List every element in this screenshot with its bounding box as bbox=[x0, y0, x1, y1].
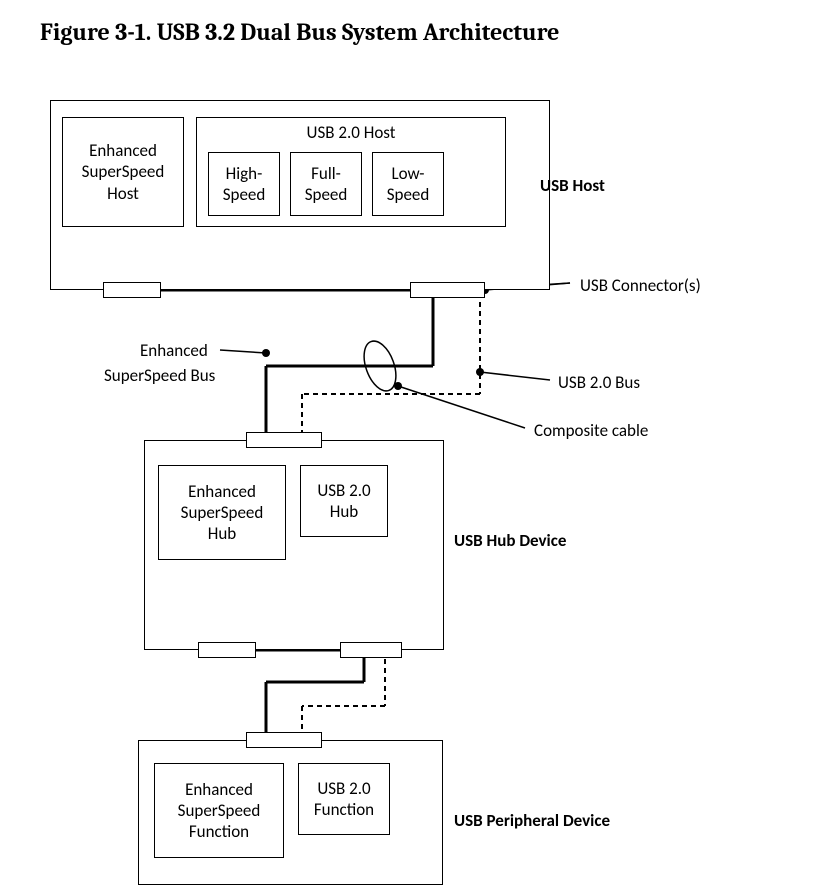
usb20-func-label: USB 2.0Function bbox=[314, 778, 374, 821]
hub-bottom-left-connector bbox=[198, 642, 256, 658]
usb20-function-box: USB 2.0Function bbox=[298, 763, 390, 835]
composite-cable-label: Composite cable bbox=[534, 420, 648, 441]
enhanced-superspeed-hub-box: EnhancedSuperSpeedHub bbox=[158, 465, 286, 560]
low-speed-box: Low-Speed bbox=[372, 152, 444, 216]
usb-peripheral-device-label: USB Peripheral Device bbox=[454, 810, 610, 831]
hub-bottom-right-connector bbox=[340, 642, 402, 658]
enhanced-superspeed-host-box: EnhancedSuperSpeedHost bbox=[62, 117, 184, 227]
ess-func-label: EnhancedSuperSpeedFunction bbox=[178, 779, 261, 843]
usb-connectors-label: USB Connector(s) bbox=[580, 275, 701, 296]
usb20-host-label: USB 2.0 Host bbox=[196, 122, 506, 143]
hub-top-connector bbox=[246, 432, 322, 448]
diagram-container: EnhancedSuperSpeedHost USB 2.0 Host High… bbox=[40, 70, 800, 870]
full-speed-label: Full-Speed bbox=[305, 163, 348, 206]
usb20-bus-label: USB 2.0 Bus bbox=[558, 372, 640, 393]
enhanced-superspeed-function-box: EnhancedSuperSpeedFunction bbox=[154, 763, 284, 858]
low-speed-label: Low-Speed bbox=[387, 163, 430, 206]
high-speed-label: High-Speed bbox=[223, 163, 266, 206]
full-speed-box: Full-Speed bbox=[290, 152, 362, 216]
ess-host-label: EnhancedSuperSpeedHost bbox=[82, 140, 165, 204]
usb-hub-device-label: USB Hub Device bbox=[454, 530, 566, 551]
usb-host-label: USB Host bbox=[540, 175, 605, 196]
peripheral-top-connector bbox=[246, 732, 322, 748]
host-left-connector bbox=[103, 282, 161, 298]
ess-bus-label-1: Enhanced bbox=[140, 340, 208, 361]
ess-hub-label: EnhancedSuperSpeedHub bbox=[181, 481, 264, 545]
high-speed-box: High-Speed bbox=[208, 152, 280, 216]
figure-title: Figure 3-1. USB 3.2 Dual Bus System Arch… bbox=[0, 0, 839, 46]
usb20-hub-box: USB 2.0Hub bbox=[300, 465, 388, 537]
ess-bus-label-2: SuperSpeed Bus bbox=[104, 365, 215, 386]
host-right-connector bbox=[410, 282, 485, 298]
usb20-hub-label: USB 2.0Hub bbox=[317, 480, 370, 523]
